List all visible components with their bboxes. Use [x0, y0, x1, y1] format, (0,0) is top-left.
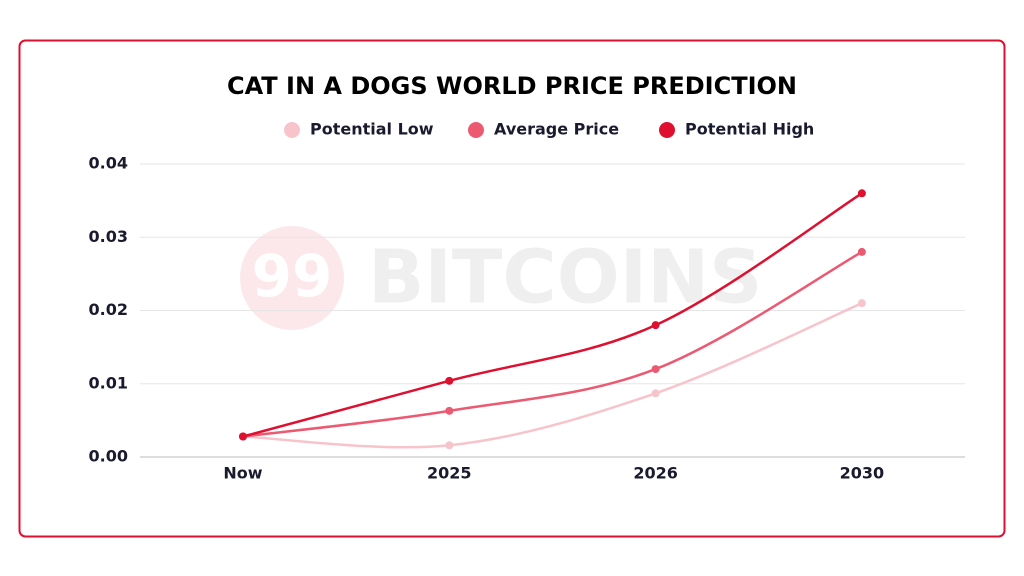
x-tick-label: 2026: [633, 464, 678, 483]
watermark-logo: 99: [252, 242, 333, 310]
data-point: [651, 321, 660, 330]
series-line: [242, 250, 863, 438]
watermark-group: 99 BITCOINS: [240, 226, 762, 330]
x-tick-label: 2025: [427, 464, 472, 483]
legend-label: Potential Low: [310, 120, 434, 139]
watermark-circle: [240, 226, 344, 330]
data-point: [857, 299, 866, 308]
chart-title: CAT IN A DOGS WORLD PRICE PREDICTION: [227, 72, 797, 100]
series-line: [242, 302, 863, 449]
data-point: [857, 247, 866, 256]
legend-label: Potential High: [685, 120, 814, 139]
legend-marker: [468, 122, 484, 138]
data-point: [445, 406, 454, 415]
legend-marker: [659, 122, 675, 138]
y-tick-label: 0.04: [89, 154, 128, 173]
legend-marker: [284, 122, 300, 138]
series-line: [242, 192, 863, 438]
x-tick-label: 2030: [840, 464, 885, 483]
watermark: BITCOINS: [368, 235, 762, 321]
data-point: [857, 189, 866, 198]
data-point: [445, 441, 454, 450]
y-tick-label: 0.02: [89, 300, 128, 319]
data-point: [445, 376, 454, 385]
y-tick-label: 0.03: [89, 227, 128, 246]
y-tick-label: 0.00: [89, 447, 128, 466]
x-tick-label: Now: [223, 464, 262, 483]
data-point: [651, 389, 660, 398]
y-tick-label: 0.01: [89, 373, 128, 392]
data-point: [651, 365, 660, 374]
data-point: [239, 432, 247, 441]
legend-label: Average Price: [494, 120, 619, 139]
